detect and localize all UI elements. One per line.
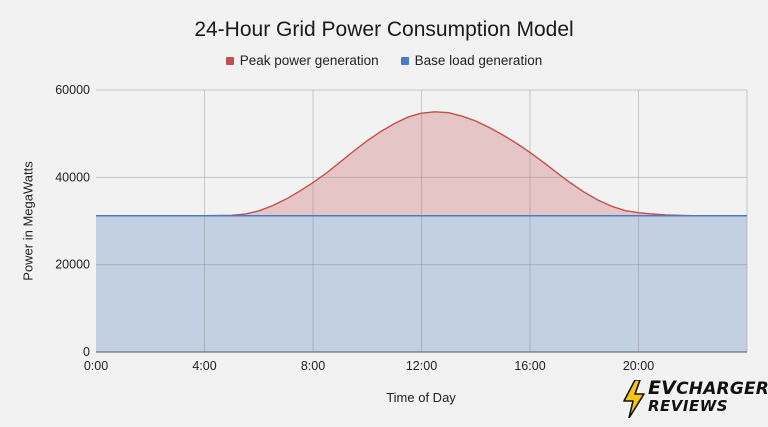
brand-logo: EVCHARGER REVIEWS [622, 378, 768, 418]
x-tick-label-4: 16:00 [514, 359, 545, 373]
legend-label-base: Base load generation [414, 53, 543, 68]
x-tick-label-0: 0:00 [84, 359, 108, 373]
chart-title: 24-Hour Grid Power Consumption Model [194, 18, 574, 41]
logo-text: EVCHARGER REVIEWS [648, 377, 768, 415]
x-tick-label-3: 12:00 [406, 359, 437, 373]
legend-item-base[interactable]: Base load generation [400, 53, 543, 68]
y-tick-label-3: 60000 [55, 83, 90, 97]
x-tick-label-1: 4:00 [192, 359, 216, 373]
series-area-base [96, 215, 747, 352]
y-tick-label-0: 0 [83, 345, 90, 359]
lightning-bolt-icon [623, 380, 645, 418]
logo-line-2: REVIEWS [648, 397, 729, 415]
x-axis-label: Time of Day [386, 390, 456, 405]
logo-line-1: EVCHARGER [648, 377, 768, 399]
x-tick-label-2: 8:00 [301, 359, 325, 373]
y-axis-label: Power in MegaWatts [20, 161, 36, 281]
legend-swatch-base [400, 56, 409, 65]
legend-item-peak[interactable]: Peak power generation [225, 53, 379, 68]
legend-swatch-peak [225, 56, 234, 65]
y-tick-label-1: 20000 [55, 258, 90, 272]
y-tick-label-2: 40000 [55, 170, 90, 184]
legend-label-peak: Peak power generation [239, 53, 379, 68]
x-tick-label-5: 20:00 [623, 359, 654, 373]
legend: Peak power generation Base load generati… [0, 53, 768, 68]
series-line-peak [96, 111, 747, 217]
